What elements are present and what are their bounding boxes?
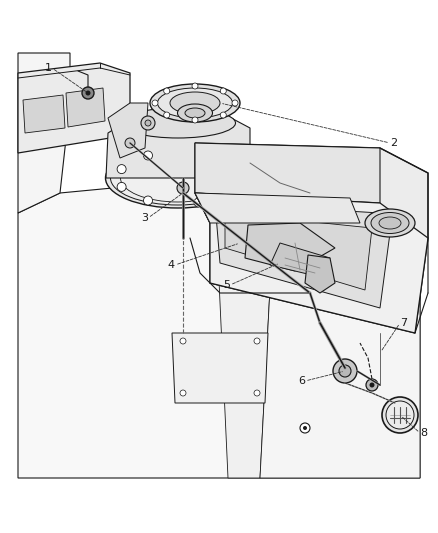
Polygon shape: [108, 103, 148, 158]
Polygon shape: [66, 88, 105, 127]
Circle shape: [370, 383, 374, 387]
Circle shape: [117, 182, 126, 191]
Circle shape: [164, 88, 170, 94]
Ellipse shape: [150, 84, 240, 122]
Circle shape: [125, 138, 135, 148]
Circle shape: [152, 100, 158, 106]
Circle shape: [192, 117, 198, 123]
Polygon shape: [195, 143, 380, 203]
Circle shape: [232, 100, 238, 106]
Circle shape: [194, 198, 203, 207]
Circle shape: [85, 91, 91, 95]
Text: 7: 7: [400, 318, 407, 328]
Text: 3: 3: [141, 213, 148, 223]
Polygon shape: [225, 213, 372, 290]
Circle shape: [117, 165, 126, 174]
Circle shape: [226, 187, 234, 196]
Ellipse shape: [371, 213, 409, 233]
Polygon shape: [18, 63, 130, 153]
Polygon shape: [195, 193, 428, 333]
Circle shape: [300, 423, 310, 433]
Circle shape: [180, 338, 186, 344]
Ellipse shape: [158, 88, 233, 118]
Polygon shape: [18, 53, 70, 213]
Ellipse shape: [110, 151, 246, 205]
Polygon shape: [195, 193, 360, 223]
Ellipse shape: [185, 108, 205, 118]
Polygon shape: [23, 95, 65, 133]
Circle shape: [82, 87, 94, 99]
Polygon shape: [106, 111, 250, 178]
Text: 5: 5: [223, 280, 230, 290]
Circle shape: [192, 83, 198, 89]
Ellipse shape: [379, 217, 401, 229]
Circle shape: [254, 390, 260, 396]
Text: 4: 4: [168, 260, 175, 270]
Circle shape: [386, 401, 414, 429]
Circle shape: [141, 116, 155, 130]
Circle shape: [303, 426, 307, 430]
Polygon shape: [260, 178, 420, 478]
Polygon shape: [245, 223, 335, 271]
Text: 6: 6: [298, 376, 305, 386]
Circle shape: [254, 338, 260, 344]
Text: 2: 2: [390, 138, 397, 148]
Polygon shape: [172, 333, 268, 403]
Circle shape: [164, 112, 170, 118]
Polygon shape: [195, 143, 428, 333]
Polygon shape: [18, 173, 420, 478]
Circle shape: [204, 151, 212, 160]
Circle shape: [333, 359, 357, 383]
Circle shape: [366, 379, 378, 391]
Circle shape: [220, 112, 226, 118]
Ellipse shape: [120, 154, 236, 202]
Polygon shape: [215, 193, 275, 478]
Text: 8: 8: [420, 428, 427, 438]
Circle shape: [382, 397, 418, 433]
Ellipse shape: [177, 104, 212, 122]
Circle shape: [177, 182, 189, 194]
Ellipse shape: [120, 108, 236, 138]
Polygon shape: [215, 203, 390, 308]
Polygon shape: [305, 255, 335, 293]
Ellipse shape: [170, 92, 220, 114]
Circle shape: [145, 120, 151, 126]
Circle shape: [220, 88, 226, 94]
Circle shape: [339, 365, 351, 377]
Polygon shape: [270, 243, 330, 277]
Text: 1: 1: [45, 63, 52, 73]
Ellipse shape: [106, 148, 251, 208]
Circle shape: [144, 151, 152, 160]
Circle shape: [144, 196, 152, 205]
Circle shape: [180, 390, 186, 396]
Circle shape: [230, 165, 239, 174]
Ellipse shape: [365, 209, 415, 237]
Circle shape: [302, 285, 318, 301]
